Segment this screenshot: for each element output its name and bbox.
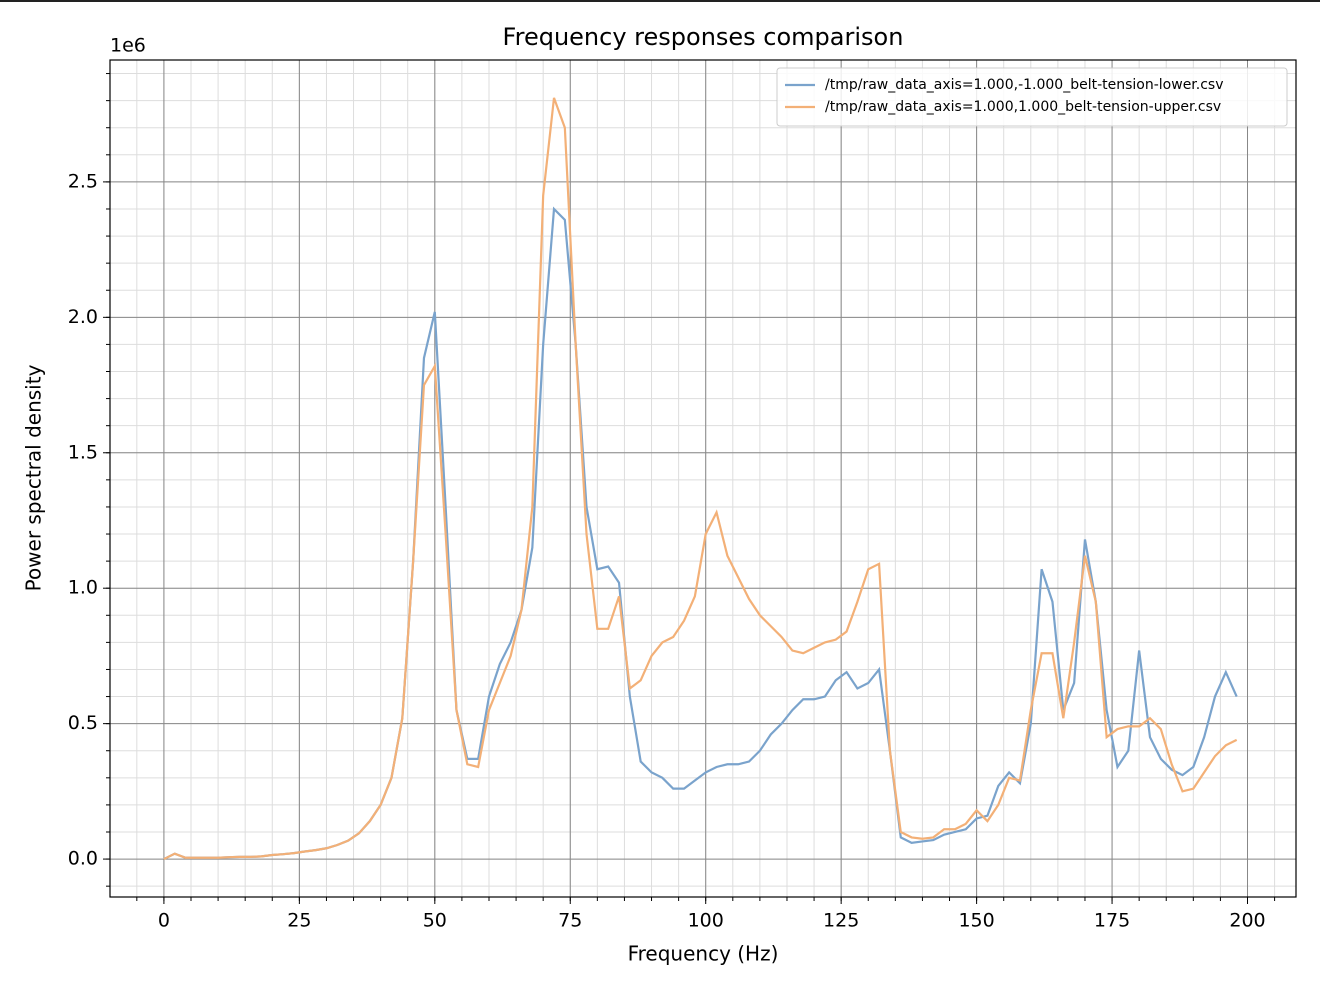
y-tick-label: 0.5 — [68, 712, 98, 734]
x-tick-label: 200 — [1229, 910, 1265, 932]
x-tick-label: 100 — [688, 910, 724, 932]
y-tick-label: 1.0 — [68, 577, 98, 599]
y-tick-label: 1.5 — [68, 441, 98, 463]
x-tick-label: 0 — [158, 910, 170, 932]
legend-box — [776, 67, 1288, 127]
x-tick-label: 150 — [958, 910, 994, 932]
legend-label: /tmp/raw_data_axis=1.000,-1.000_belt-ten… — [825, 77, 1224, 93]
window-edge — [0, 0, 1320, 2]
x-axis-label: Frequency (Hz) — [628, 942, 779, 966]
plot-frame — [109, 59, 1297, 898]
x-tick-label: 50 — [423, 910, 447, 932]
y-axis-label: Power spectral density — [22, 364, 46, 591]
chart-title: Frequency responses comparison — [503, 23, 904, 51]
y-tick-label: 0.0 — [68, 848, 98, 870]
y-tick-label: 2.0 — [68, 306, 98, 328]
series-line — [163, 97, 1238, 861]
legend-label: /tmp/raw_data_axis=1.000,1.000_belt-tens… — [825, 99, 1221, 115]
y-offset-label: 1e6 — [110, 35, 146, 57]
x-tick-label: 25 — [287, 910, 311, 932]
x-tick-label: 175 — [1094, 910, 1130, 932]
x-tick-label: 125 — [823, 910, 859, 932]
y-tick-label: 2.5 — [68, 170, 98, 192]
x-tick-label: 75 — [558, 910, 582, 932]
